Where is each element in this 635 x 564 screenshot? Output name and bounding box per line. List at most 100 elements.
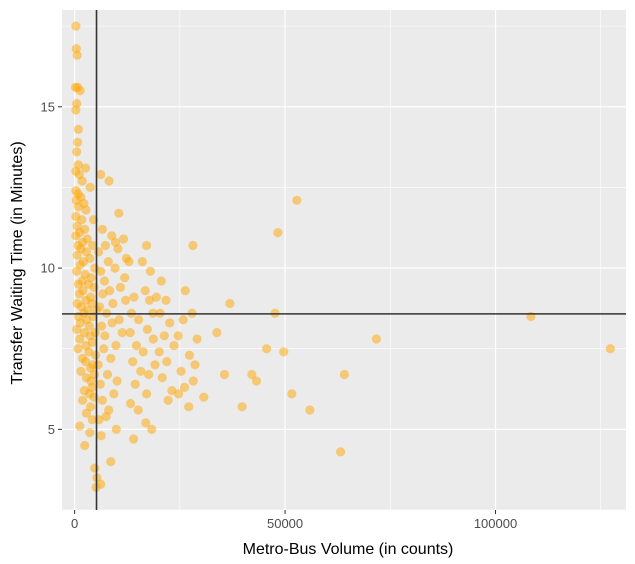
data-point xyxy=(100,331,110,341)
data-point xyxy=(138,347,148,357)
data-point xyxy=(605,344,616,354)
data-point xyxy=(115,282,126,292)
data-point xyxy=(81,408,91,418)
data-point xyxy=(134,315,144,325)
x-tick-label: 50000 xyxy=(267,516,303,531)
data-point xyxy=(184,350,195,360)
data-point xyxy=(105,286,115,296)
data-point xyxy=(225,298,235,309)
data-point xyxy=(292,195,302,205)
y-axis: 5 10 15 xyxy=(41,99,62,437)
data-point xyxy=(142,324,152,334)
data-point xyxy=(72,266,82,276)
data-point xyxy=(75,86,85,96)
data-point xyxy=(77,215,87,225)
data-point xyxy=(99,276,110,286)
data-point xyxy=(108,298,118,309)
data-point xyxy=(118,234,129,244)
data-point xyxy=(75,421,85,431)
data-point xyxy=(97,224,107,234)
data-point xyxy=(161,295,171,305)
data-point xyxy=(137,257,147,267)
plot-panel xyxy=(62,10,626,510)
data-point xyxy=(110,237,121,247)
data-point xyxy=(72,250,82,260)
data-point xyxy=(163,395,173,405)
data-point xyxy=(154,347,164,357)
y-tick-label: 10 xyxy=(41,261,55,276)
data-point xyxy=(74,289,84,299)
data-point xyxy=(273,228,283,238)
x-tick-label: 0 xyxy=(71,516,78,531)
data-point xyxy=(371,334,381,344)
data-point xyxy=(148,334,158,344)
data-point xyxy=(72,324,82,334)
data-point xyxy=(130,379,140,389)
data-point xyxy=(188,240,198,251)
data-point xyxy=(106,457,116,467)
data-point xyxy=(78,395,88,405)
data-point xyxy=(336,447,346,457)
data-point xyxy=(190,360,200,370)
data-point xyxy=(212,328,222,338)
data-point xyxy=(131,340,142,351)
data-point xyxy=(104,176,114,186)
data-point xyxy=(72,50,82,60)
data-point xyxy=(111,340,121,351)
data-point xyxy=(305,405,315,415)
x-axis-title: Metro-Bus Volume (in counts) xyxy=(243,541,454,558)
data-point xyxy=(151,292,161,302)
data-point xyxy=(145,266,155,276)
data-point xyxy=(98,289,108,299)
data-point xyxy=(107,318,117,328)
data-point xyxy=(77,176,87,186)
data-point xyxy=(97,395,107,405)
data-point xyxy=(88,240,98,251)
data-point xyxy=(71,105,81,115)
data-point xyxy=(95,379,105,389)
data-point xyxy=(87,415,97,425)
data-point xyxy=(103,257,113,267)
data-point xyxy=(287,389,297,399)
data-point xyxy=(180,286,190,296)
data-point xyxy=(142,240,152,251)
data-point xyxy=(121,295,131,305)
data-point xyxy=(91,350,101,360)
data-point xyxy=(262,344,272,354)
data-point xyxy=(179,382,190,392)
data-point xyxy=(178,315,188,325)
data-point xyxy=(184,402,194,412)
data-point xyxy=(71,231,81,241)
grid-minor xyxy=(62,10,626,511)
data-point xyxy=(97,321,107,331)
y-axis-title: Transfer Waiting Time (in Minutes) xyxy=(9,141,26,384)
data-point xyxy=(102,369,113,380)
data-point xyxy=(76,366,86,376)
data-point xyxy=(84,347,94,357)
data-point xyxy=(96,479,106,489)
data-point xyxy=(159,331,169,341)
data-point xyxy=(156,276,166,286)
data-point xyxy=(129,292,139,302)
data-point xyxy=(117,328,127,338)
data-point xyxy=(150,360,160,370)
data-point xyxy=(99,344,109,354)
data-point xyxy=(114,208,124,218)
data-point xyxy=(73,344,83,354)
data-point xyxy=(85,182,95,192)
data-point xyxy=(94,247,104,257)
data-point xyxy=(192,334,202,344)
data-point xyxy=(162,357,172,367)
data-point xyxy=(73,279,83,289)
data-point xyxy=(104,405,114,415)
data-point xyxy=(114,315,124,325)
data-point xyxy=(157,373,167,383)
data-point xyxy=(72,147,82,157)
data-point xyxy=(96,431,106,441)
data-point xyxy=(173,331,183,341)
data-point xyxy=(96,169,106,180)
data-point xyxy=(141,418,151,428)
data-point xyxy=(142,389,152,399)
data-point xyxy=(100,240,110,251)
